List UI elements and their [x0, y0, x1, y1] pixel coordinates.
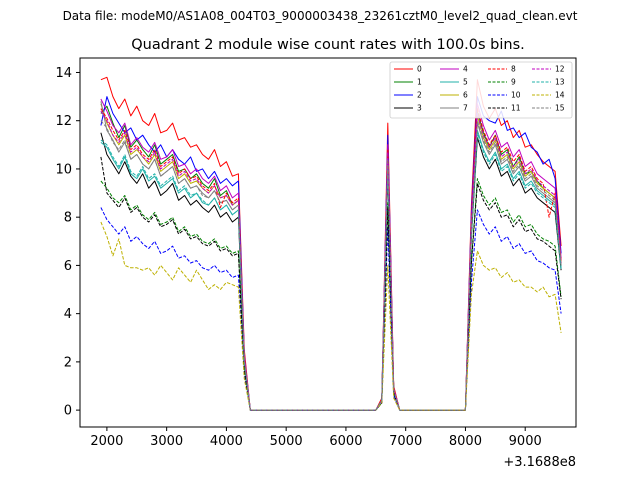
figure-suptitle: Data file: modeM0/AS1A08_004T03_90000034…: [63, 9, 578, 23]
legend-label-12: 12: [555, 65, 565, 74]
series-line-5: [100, 129, 562, 411]
x-tick-label: 5000: [270, 434, 303, 449]
y-tick-label: 0: [64, 404, 72, 419]
chart-title: Quadrant 2 module wise count rates with …: [131, 37, 525, 53]
series-line-11: [100, 156, 562, 411]
legend-label-2: 2: [417, 91, 422, 100]
y-tick-label: 12: [55, 114, 72, 129]
x-tick-label: 4000: [210, 434, 243, 449]
x-tick-label: 8000: [449, 434, 482, 449]
series-line-15: [100, 120, 562, 411]
series-line-12: [100, 110, 562, 411]
y-tick-label: 6: [64, 259, 72, 274]
series-layer: [100, 76, 562, 411]
y-tick-label: 4: [64, 307, 72, 322]
legend-label-10: 10: [511, 91, 521, 100]
y-tick-label: 8: [64, 211, 72, 226]
legend-label-5: 5: [463, 78, 468, 87]
y-tick-label: 2: [64, 355, 72, 370]
legend-label-0: 0: [417, 65, 422, 74]
x-tick-label: 9000: [509, 434, 542, 449]
series-line-8: [100, 108, 562, 411]
x-tick-label: 3000: [150, 434, 183, 449]
legend-label-14: 14: [555, 91, 565, 100]
series-line-13: [100, 132, 562, 411]
x-tick-label: 7000: [389, 434, 422, 449]
legend-label-8: 8: [511, 65, 516, 74]
y-tick-label: 10: [55, 162, 72, 177]
x-tick-label: 2000: [90, 434, 123, 449]
series-line-1: [100, 105, 562, 411]
legend-label-9: 9: [511, 78, 516, 87]
series-line-0: [100, 76, 562, 411]
legend-label-7: 7: [463, 104, 468, 113]
legend-label-6: 6: [463, 91, 468, 100]
legend-label-4: 4: [463, 65, 468, 74]
legend-label-13: 13: [555, 78, 565, 87]
legend-label-3: 3: [417, 104, 422, 113]
plot-area-frame: [79, 57, 577, 428]
series-line-9: [100, 178, 562, 411]
series-line-3: [100, 132, 562, 411]
x-offset-label: +3.1688e8: [503, 455, 576, 470]
axis-ticks: 2000 3000 4000 5000 6000 7000 8000 900002468101…: [55, 66, 541, 449]
x-tick-label: 6000: [329, 434, 362, 449]
legend-label-15: 15: [555, 104, 565, 113]
y-tick-label: 14: [55, 66, 72, 81]
series-line-10: [100, 207, 562, 411]
legend-label-11: 11: [511, 104, 521, 113]
series-line-14: [100, 221, 562, 411]
legend-box: [389, 61, 573, 119]
legend-label-1: 1: [417, 78, 422, 87]
